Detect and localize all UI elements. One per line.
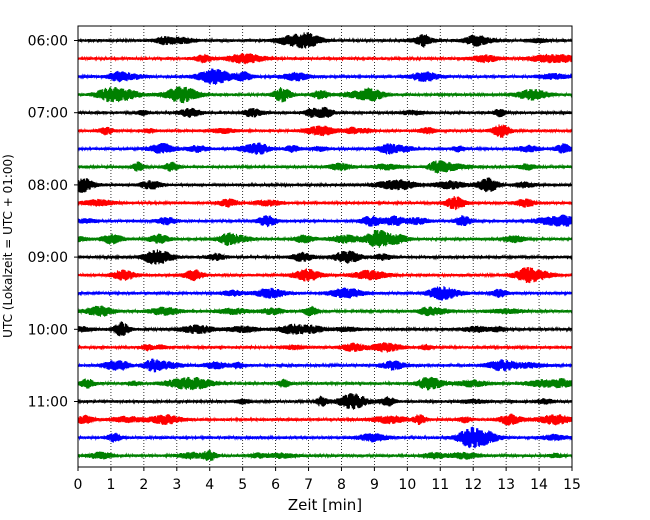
trace-0800 <box>77 177 573 193</box>
x-tick-label: 12 <box>464 477 482 493</box>
x-tick-label: 9 <box>370 477 379 493</box>
x-tick-label: 7 <box>304 477 313 493</box>
x-tick-label: 8 <box>337 477 346 493</box>
trace-0915 <box>77 267 573 284</box>
trace-1015 <box>77 342 573 353</box>
y-tick-label: 09:00 <box>28 250 68 266</box>
y-tick-label: 06:00 <box>28 34 68 50</box>
trace-0700 <box>77 106 573 119</box>
x-tick-label: 2 <box>139 477 148 493</box>
y-axis-label: UTC (Lokalzeit = UTC + 01:00) <box>1 154 15 338</box>
x-tick-label: 11 <box>431 477 449 493</box>
trace-0845 <box>77 229 573 248</box>
trace-0930 <box>77 286 573 301</box>
trace-0745 <box>77 160 573 174</box>
x-tick-label: 3 <box>172 477 181 493</box>
x-tick-label: 4 <box>205 477 214 493</box>
y-tick-label: 10:00 <box>28 322 68 338</box>
trace-0715 <box>77 124 573 138</box>
trace-1100 <box>77 393 573 410</box>
trace-0645 <box>77 86 573 104</box>
trace-0900 <box>77 249 573 265</box>
x-tick-label: 10 <box>398 477 416 493</box>
plot-frame <box>77 25 573 468</box>
x-axis-ticks: 0 1 2 3 4 5 6 7 8 9 10 11 12 13 14 15 <box>74 467 581 493</box>
y-tick-label: 11:00 <box>28 395 68 411</box>
trace-0815 <box>77 195 573 211</box>
y-tick-label: 07:00 <box>28 106 68 122</box>
trace-0945 <box>77 305 573 317</box>
trace-0630 <box>77 68 573 85</box>
x-tick-label: 1 <box>106 477 115 493</box>
trace-0730 <box>77 142 573 155</box>
trace-1030 <box>77 358 573 373</box>
trace-0600 <box>77 32 573 49</box>
x-tick-label: 15 <box>563 477 581 493</box>
x-tick-label: 6 <box>271 477 280 493</box>
y-tick-label: 08:00 <box>28 178 68 194</box>
x-tick-label: 13 <box>497 477 515 493</box>
x-tick-label: 14 <box>530 477 548 493</box>
y-axis-ticks: 06:00 07:00 08:00 09:00 10:00 11:00 <box>28 34 78 411</box>
trace-1130 <box>77 426 573 449</box>
trace-0615 <box>77 53 573 65</box>
trace-1000 <box>77 321 573 337</box>
trace-1145 <box>77 449 573 461</box>
trace-0830 <box>77 214 573 228</box>
x-axis-label: Zeit [min] <box>288 496 362 514</box>
x-tick-label: 0 <box>74 477 83 493</box>
x-tick-label: 5 <box>238 477 247 493</box>
trace-1045 <box>77 376 573 391</box>
trace-1115 <box>77 413 573 426</box>
seismogram-traces <box>77 32 573 461</box>
